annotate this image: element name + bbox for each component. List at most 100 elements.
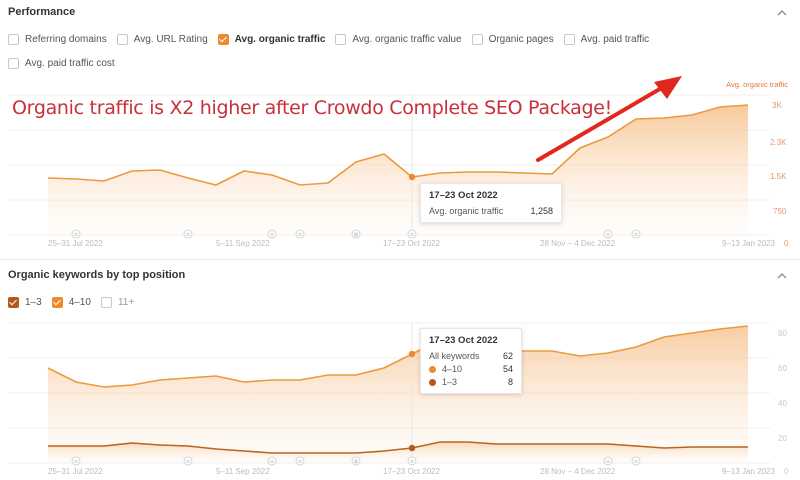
svg-text:G: G (606, 232, 610, 237)
annotation-headline: Organic traffic is X2 higher after Crowd… (12, 97, 612, 119)
svg-text:25–31 Jul 2022: 25–31 Jul 2022 (48, 467, 103, 476)
svg-text:5–11 Sep 2022: 5–11 Sep 2022 (216, 239, 270, 248)
checkbox-position-4-10[interactable]: 4–10 (51, 290, 91, 314)
svg-text:28 Nov – 4 Dec 2022: 28 Nov – 4 Dec 2022 (540, 239, 616, 248)
svg-text:G: G (74, 459, 78, 464)
tooltip-label: Avg. organic traffic (429, 206, 504, 216)
checkbox-box-checked[interactable] (51, 296, 63, 308)
section-divider (0, 259, 800, 260)
svg-text:1.5K: 1.5K (770, 172, 787, 181)
svg-text:17–23 Oct 2022: 17–23 Oct 2022 (383, 467, 440, 476)
collapse-performance-button[interactable] (776, 7, 788, 19)
performance-tooltip: 17–23 Oct 2022 Avg. organic traffic 1,25… (420, 183, 562, 223)
svg-text:60: 60 (778, 364, 787, 373)
checkbox-label: 1–3 (25, 296, 42, 308)
chevron-up-icon (777, 10, 787, 16)
svg-text:20: 20 (778, 434, 787, 443)
performance-title: Performance (8, 6, 76, 18)
tooltip-label: All keywords (429, 351, 480, 361)
x-axis-labels: 25–31 Jul 2022 5–11 Sep 2022 17–23 Oct 2… (48, 239, 775, 248)
svg-text:G: G (634, 459, 638, 464)
svg-text:G: G (186, 459, 190, 464)
organic-traffic-area (48, 105, 748, 235)
svg-text:G: G (186, 232, 190, 237)
svg-text:750: 750 (773, 207, 787, 216)
positions-4-10-area (48, 326, 748, 463)
svg-text:G: G (410, 459, 414, 464)
checkbox-avg-paid-traffic[interactable]: Avg. paid traffic (563, 27, 650, 51)
checkbox-avg-organic-traffic[interactable]: Avg. organic traffic (217, 27, 325, 51)
svg-text:G: G (634, 232, 638, 237)
series-dot-icon (429, 378, 436, 386)
annotation-markers (71, 229, 641, 239)
chart-legend-avg-organic-traffic: Avg. organic traffic (726, 80, 788, 89)
checkbox-label: 11+ (117, 296, 135, 308)
checkbox-box[interactable] (335, 33, 347, 45)
checkbox-box-checked[interactable] (217, 33, 229, 45)
checkbox-box[interactable] (8, 33, 19, 45)
keywords-title: Organic keywords by top position (8, 269, 186, 281)
svg-text:17–23 Oct 2022: 17–23 Oct 2022 (383, 239, 440, 248)
checkbox-box[interactable] (100, 296, 112, 308)
checkbox-avg-paid-traffic-cost[interactable]: Avg. paid traffic cost (8, 51, 115, 75)
red-arrow-icon (536, 76, 682, 162)
tooltip-row-all: All keywords 62 (429, 351, 513, 361)
positions-1-3-area (48, 442, 748, 463)
svg-text:9–13 Jan 2023: 9–13 Jan 2023 (722, 467, 775, 476)
checkbox-box[interactable] (471, 33, 483, 45)
performance-metric-checkboxes: Referring domains Avg. URL Rating Avg. o… (8, 27, 708, 75)
tooltip-value: 8 (507, 377, 513, 387)
svg-text:5–11 Sep 2022: 5–11 Sep 2022 (216, 467, 270, 476)
checkbox-box[interactable] (563, 33, 575, 45)
tooltip-value: 1,258 (530, 206, 553, 216)
highlight-point-1-3 (408, 444, 416, 452)
tooltip-label: 1–3 (442, 377, 458, 387)
checkbox-avg-url-rating[interactable]: Avg. URL Rating (116, 27, 208, 51)
svg-text:G: G (270, 459, 274, 464)
collapse-keywords-button[interactable] (776, 270, 788, 282)
checkbox-label: Avg. URL Rating (133, 33, 208, 45)
svg-text:9–13 Jan 2023: 9–13 Jan 2023 (722, 239, 775, 248)
svg-text:@: @ (354, 459, 359, 464)
keyword-position-checkboxes: 1–3 4–10 11+ (8, 290, 144, 314)
checkbox-box-checked[interactable] (8, 296, 19, 308)
svg-text:80: 80 (778, 329, 787, 338)
x-axis-labels: 25–31 Jul 2022 5–11 Sep 2022 17–23 Oct 2… (48, 467, 775, 476)
highlight-point-4-10 (408, 350, 416, 358)
svg-text:25–31 Jul 2022: 25–31 Jul 2022 (48, 239, 103, 248)
tooltip-value: 54 (502, 364, 513, 374)
svg-text:G: G (410, 232, 414, 237)
tooltip-date: 17–23 Oct 2022 (429, 190, 498, 201)
organic-traffic-line (47, 104, 749, 186)
svg-text:@: @ (354, 232, 359, 237)
svg-text:G: G (606, 459, 610, 464)
performance-chart[interactable]: 3K 2.3K 1.5K 750 0 G G G G @ G G G 25–31 Jul 20… (0, 0, 800, 252)
tooltip-date: 17–23 Oct 2022 (429, 335, 498, 346)
svg-text:G: G (270, 232, 274, 237)
chevron-up-icon (777, 273, 787, 279)
y-axis-labels: 3K 2.3K 1.5K 750 0 (770, 101, 789, 248)
svg-text:G: G (74, 232, 78, 237)
svg-text:0: 0 (784, 467, 789, 476)
checkbox-avg-organic-traffic-value[interactable]: Avg. organic traffic value (335, 27, 462, 51)
svg-text:0: 0 (784, 239, 789, 248)
checkbox-label: 4–10 (68, 296, 91, 308)
checkbox-organic-pages[interactable]: Organic pages (471, 27, 554, 51)
checkbox-label: Referring domains (25, 33, 107, 45)
checkbox-label: Avg. paid traffic (580, 33, 650, 45)
checkbox-box[interactable] (8, 57, 19, 69)
y-axis-labels: 80 60 40 20 0 (778, 329, 789, 476)
tooltip-row-1-3: 1–3 8 (429, 377, 513, 387)
tooltip-row-4-10: 4–10 54 (429, 364, 513, 374)
checkbox-position-1-3[interactable]: 1–3 (8, 290, 42, 314)
checkbox-label: Avg. organic traffic value (352, 33, 462, 45)
keywords-tooltip: 17–23 Oct 2022 All keywords 62 4–10 54 1… (420, 328, 522, 394)
checkbox-position-11-plus[interactable]: 11+ (100, 290, 135, 314)
svg-text:3K: 3K (772, 101, 782, 110)
svg-text:G: G (298, 232, 302, 237)
checkbox-box[interactable] (116, 33, 128, 45)
series-dot-icon (429, 365, 436, 373)
positions-1-3-line (48, 441, 748, 454)
checkbox-referring-domains[interactable]: Referring domains (8, 27, 107, 51)
